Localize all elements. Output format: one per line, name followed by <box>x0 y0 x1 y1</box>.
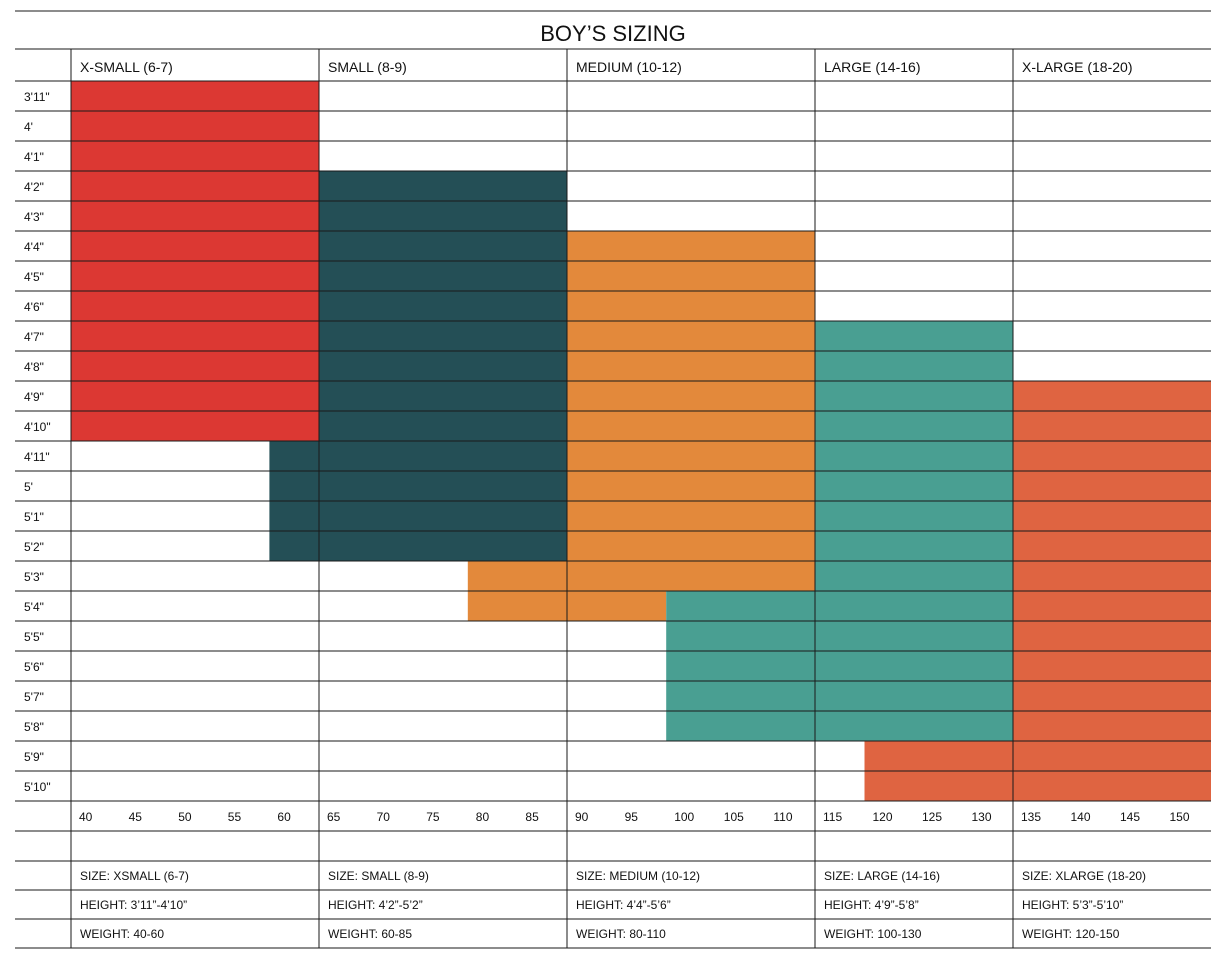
height-label: 4'10" <box>24 420 51 434</box>
column-header: SMALL (8-9) <box>328 59 407 75</box>
summary-height: HEIGHT: 4’2”-5’2” <box>328 898 423 912</box>
height-label: 5'4" <box>24 600 44 614</box>
height-label: 4'8" <box>24 360 44 374</box>
height-label: 4'6" <box>24 300 44 314</box>
weight-tick-label: 135 <box>1021 810 1041 824</box>
weight-tick-label: 70 <box>377 810 391 824</box>
summary-weight: WEIGHT: 80-110 <box>576 927 666 941</box>
height-label: 4'1" <box>24 150 44 164</box>
height-label: 4'5" <box>24 270 44 284</box>
weight-tick-label: 40 <box>79 810 93 824</box>
size-region-medium-10-12-2 <box>567 591 667 621</box>
chart-title: BOY’S SIZING <box>540 21 685 46</box>
summary-size: SIZE: XSMALL (6-7) <box>80 869 189 883</box>
weight-tick-label: 100 <box>674 810 694 824</box>
height-label: 5'3" <box>24 570 44 584</box>
summary-weight: WEIGHT: 40-60 <box>80 927 165 941</box>
height-label: 4' <box>24 120 33 134</box>
summary-weight: WEIGHT: 60-85 <box>328 927 413 941</box>
summary-height: HEIGHT: 4’9”-5’8” <box>824 898 919 912</box>
weight-tick-label: 75 <box>426 810 440 824</box>
height-label: 5' <box>24 480 33 494</box>
summary-size: SIZE: LARGE (14-16) <box>824 869 941 883</box>
size-region-large-14-16-1 <box>666 591 815 741</box>
size-region-small-8-9-0 <box>319 171 567 561</box>
column-header: X-SMALL (6-7) <box>80 59 173 75</box>
weight-tick-label: 45 <box>129 810 143 824</box>
height-label: 4'7" <box>24 330 44 344</box>
labels: BOY’S SIZING X-SMALL (6-7) SMALL (8-9) MED… <box>24 21 1190 824</box>
height-label: 4'11" <box>24 450 50 464</box>
summary-size: SIZE: MEDIUM (10-12) <box>576 869 701 883</box>
weight-tick-label: 85 <box>525 810 539 824</box>
weight-tick-label: 145 <box>1120 810 1140 824</box>
summary-height: HEIGHT: 3’11”-4’10” <box>80 898 188 912</box>
weight-tick-label: 50 <box>178 810 192 824</box>
grid-lines <box>15 10 1211 949</box>
summary-size: SIZE: XLARGE (18-20) <box>1022 869 1147 883</box>
height-label: 4'9" <box>24 390 44 404</box>
summary-height: HEIGHT: 5’3”-5’10” <box>1022 898 1124 912</box>
weight-tick-label: 80 <box>476 810 490 824</box>
height-label: 4'2" <box>24 180 44 194</box>
height-label: 5'7" <box>24 690 44 704</box>
weight-tick-label: 125 <box>922 810 942 824</box>
summary-weight: WEIGHT: 120-150 <box>1022 927 1120 941</box>
height-label: 5'8" <box>24 720 44 734</box>
summary-height: HEIGHT: 4’4”-5’6” <box>576 898 671 912</box>
weight-tick-label: 105 <box>724 810 744 824</box>
weight-tick-label: 60 <box>277 810 291 824</box>
column-header: MEDIUM (10-12) <box>576 59 682 75</box>
height-label: 5'2" <box>24 540 44 554</box>
height-label: 4'4" <box>24 240 44 254</box>
summary-weight: WEIGHT: 100-130 <box>824 927 922 941</box>
weight-tick-label: 95 <box>625 810 639 824</box>
height-label: 3'11" <box>24 90 50 104</box>
height-label: 4'3" <box>24 210 44 224</box>
column-header: LARGE (14-16) <box>824 59 920 75</box>
weight-tick-label: 65 <box>327 810 341 824</box>
weight-tick-label: 120 <box>873 810 893 824</box>
weight-tick-label: 90 <box>575 810 589 824</box>
weight-tick-label: 140 <box>1071 810 1091 824</box>
weight-tick-label: 130 <box>972 810 992 824</box>
weight-tick-label: 115 <box>823 810 842 824</box>
summary-size: SIZE: SMALL (8-9) <box>328 869 429 883</box>
height-label: 5'5" <box>24 630 44 644</box>
weight-tick-label: 55 <box>228 810 242 824</box>
weight-tick-label: 150 <box>1170 810 1190 824</box>
weight-tick-label: 110 <box>773 810 792 824</box>
height-label: 5'10" <box>24 780 51 794</box>
height-label: 5'6" <box>24 660 44 674</box>
column-header: X-LARGE (18-20) <box>1022 59 1132 75</box>
height-label: 5'9" <box>24 750 44 764</box>
height-label: 5'1" <box>24 510 44 524</box>
